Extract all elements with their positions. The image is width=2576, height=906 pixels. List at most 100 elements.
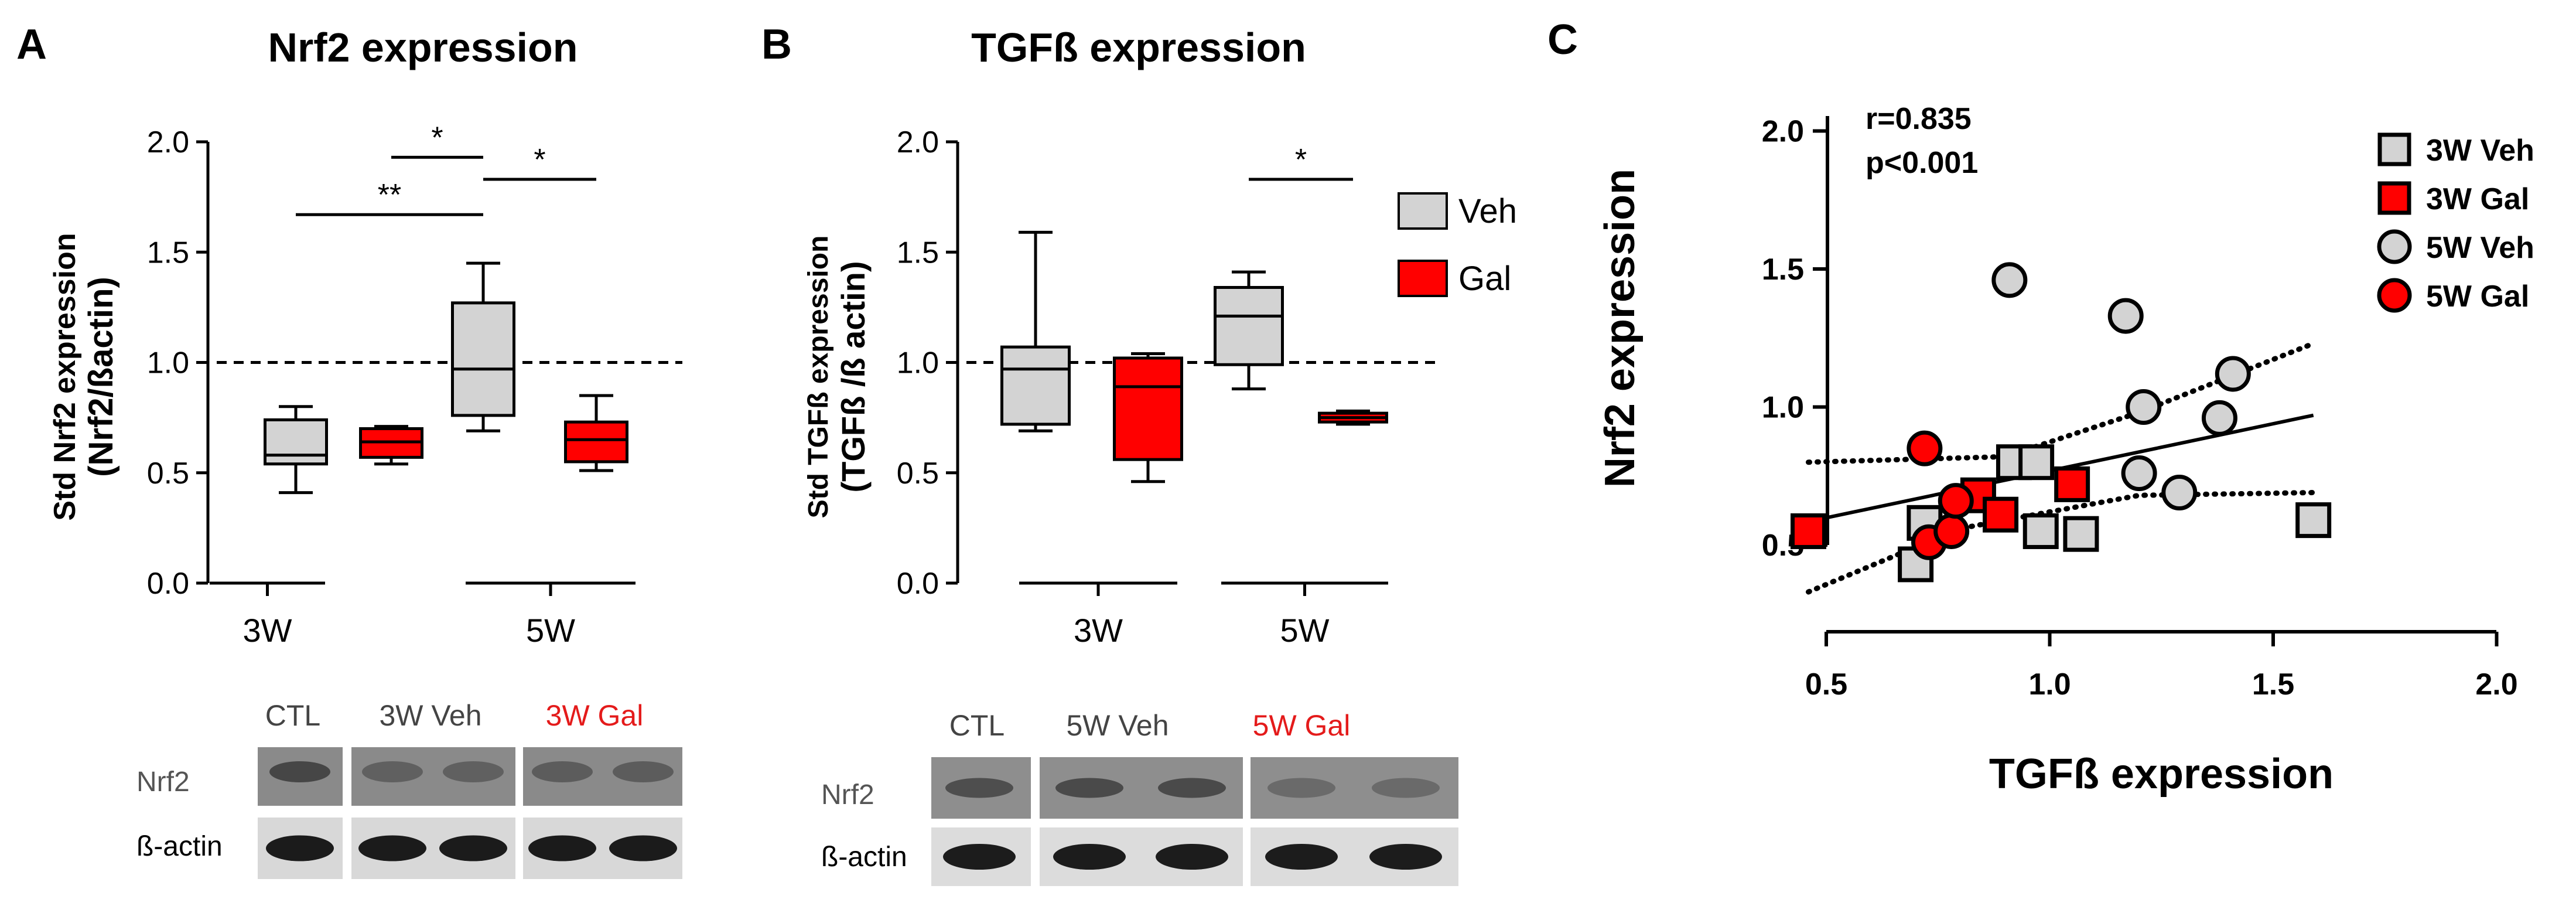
panel-c-letter: C (1547, 16, 1578, 63)
blot-a-row-label: Nrf2 (136, 767, 190, 798)
panel-b-letter: B (761, 21, 792, 68)
legend-swatch-gal (1398, 260, 1448, 297)
panel-c-point-3w-veh (2022, 513, 2059, 549)
panel-c-point-3w-veh (2295, 502, 2332, 539)
panel-a-y-tick-label: 0.5 (147, 457, 189, 491)
legend-c-marker-3w-gal (2377, 181, 2411, 215)
panel-c-point-3w-gal (2054, 466, 2090, 502)
legend-label-veh: Veh (1458, 192, 1517, 230)
blot-b-band (943, 844, 1016, 870)
panel-b-title: TGFß expression (971, 25, 1306, 70)
blot-a-lane-label: 3W Gal (546, 699, 644, 732)
blot-b-band (1369, 844, 1442, 870)
panel-c-point-3w-gal (1983, 496, 2019, 533)
panel-b-box-veh (1000, 345, 1071, 426)
panel-a-box-veh (264, 418, 328, 466)
blot-a-band (613, 761, 674, 782)
panel-b-x-label: 5W (1280, 612, 1330, 649)
panel-b-y-tick-label: 0.5 (897, 457, 939, 491)
panel-a-significance-label: * (431, 121, 443, 155)
blot-b-lane-label: 5W Veh (1066, 709, 1169, 742)
panel-a-x-label: 5W (526, 612, 575, 649)
blot-b-row-label: Nrf2 (821, 779, 874, 810)
legend-c-label-3w-gal: 3W Gal (2426, 182, 2529, 216)
panel-c-point-5w-gal (1938, 483, 1974, 519)
legend-swatch-veh (1398, 192, 1448, 230)
legend-c-marker-3w-veh (2377, 132, 2411, 166)
panel-c-point-5w-veh (1991, 262, 2028, 298)
blot-a-band (266, 835, 334, 861)
panel-c-point-5w-veh (2107, 298, 2144, 334)
blot-b-band (1372, 778, 1440, 798)
panel-a-y-tick-label: 0.0 (147, 567, 189, 601)
blot-b-band (945, 778, 1013, 798)
panel-c-x-label: TGFß expression (1989, 751, 2334, 798)
blot-a-band (358, 835, 426, 861)
panel-b-box-gal (1113, 356, 1183, 461)
panel-a-letter: A (16, 21, 47, 68)
panel-c-y-tick-label: 1.5 (1762, 253, 1804, 287)
blot-a-band (532, 761, 593, 782)
panel-c-x-tick-label: 0.5 (1805, 667, 1847, 701)
panel-b-blot: CTL 5W Veh 5W Gal Nrf2 ß-actin (821, 709, 1458, 886)
blot-a-band (443, 761, 504, 782)
panel-c-point-5w-veh (2215, 356, 2251, 392)
panel-a-x-label: 3W (243, 612, 292, 649)
blot-b-lane-label: CTL (949, 709, 1005, 742)
panel-c-y-label: Nrf2 expression (1597, 169, 1644, 488)
blot-a-band (609, 835, 677, 861)
blot-b-blot-strip (1251, 757, 1458, 819)
panel-c-point-5w-gal (1933, 513, 1970, 549)
panel-a-blot: CTL 3W Veh 3W Gal Nrf2 ß-actin (136, 699, 682, 879)
panel-a-y-tick-label: 1.5 (147, 236, 189, 270)
panel-a-significance-label: ** (378, 178, 401, 212)
legend-c-label-5w-gal: 5W Gal (2426, 280, 2529, 314)
blot-b-band (1055, 778, 1123, 798)
blot-a-row-label: ß-actin (136, 831, 223, 862)
legend-c-label-3w-veh: 3W Veh (2426, 134, 2534, 168)
panel-a: Nrf2 expression Std Nrf2 expression (Nrf… (48, 25, 682, 879)
panel-c-point-5w-veh (2121, 455, 2157, 492)
panel-c-point-3w-veh (2018, 444, 2055, 481)
panel-b-y-tick-label: 1.0 (897, 346, 939, 380)
blot-a-band (528, 835, 596, 861)
panel-b-box-veh (1214, 285, 1284, 366)
panel-b-ylabel-line2: (TGFß /ß actin) (835, 261, 872, 492)
panel-a-significance-label: * (534, 143, 545, 177)
panel-a-box-veh (451, 301, 515, 417)
panel-c-point-3w-veh (2063, 516, 2099, 552)
legend-c-marker-5w-gal (2377, 278, 2412, 313)
panel-b-significance-label: * (1295, 143, 1307, 177)
blot-b-band (1158, 778, 1226, 798)
panel-c-x-tick-label: 1.0 (2028, 667, 2071, 701)
panel-b-legend: Veh Gal (1398, 192, 1517, 298)
panel-c-point-5w-veh (2161, 475, 2198, 511)
panel-b-x-label: 3W (1074, 612, 1123, 649)
panel-a-ylabel-line1: Std Nrf2 expression (48, 233, 82, 520)
panel-b-y-tick-label: 1.5 (897, 236, 939, 270)
legend-c-marker-5w-veh (2377, 229, 2412, 264)
panel-c-annotation-r: r=0.835 (1866, 102, 1972, 136)
legend-c-label-5w-veh: 5W Veh (2426, 231, 2534, 265)
panel-c-x-tick-label: 2.0 (2475, 667, 2517, 701)
blot-a-band (269, 761, 330, 782)
panel-c-point-5w-gal (1907, 430, 1943, 466)
panel-a-box-gal (564, 420, 628, 464)
legend-label-gal: Gal (1458, 260, 1511, 298)
panel-c-point-5w-veh (2201, 400, 2237, 436)
blot-b-row-label: ß-actin (821, 842, 907, 873)
blot-a-lane-label: CTL (265, 699, 320, 732)
blot-a-band (362, 761, 423, 782)
blot-a-band (439, 835, 507, 861)
blot-b-band (1053, 844, 1126, 870)
panel-a-ylabel-line2: (Nrf2/ßactin) (82, 277, 120, 477)
panel-b: TGFß expression Std TGFß expression (TGF… (803, 25, 1517, 886)
panel-b-ylabel-line1: Std TGFß expression (803, 236, 834, 519)
panel-c-annotation-p: p<0.001 (1866, 146, 1978, 180)
panel-b-plot: 0.0 0.5 1.0 1.5 2.0 3W 5W * (897, 125, 1435, 649)
blot-b-band (1156, 844, 1228, 870)
blot-a-lane-label: 3W Veh (379, 699, 481, 732)
